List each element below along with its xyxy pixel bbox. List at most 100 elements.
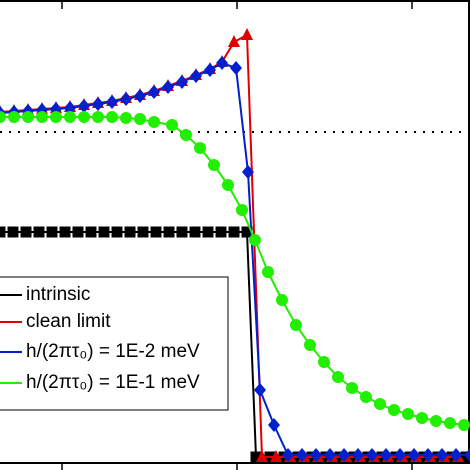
marker bbox=[106, 95, 118, 109]
marker bbox=[92, 97, 104, 111]
marker bbox=[85, 226, 97, 238]
marker bbox=[262, 266, 274, 278]
marker bbox=[464, 448, 470, 462]
marker bbox=[332, 371, 344, 383]
marker bbox=[338, 448, 350, 462]
marker bbox=[360, 391, 372, 403]
marker bbox=[208, 159, 220, 171]
marker bbox=[163, 226, 175, 238]
legend-label: intrinsic bbox=[26, 284, 90, 305]
marker bbox=[106, 111, 118, 123]
marker bbox=[422, 448, 434, 462]
marker bbox=[290, 319, 302, 331]
marker bbox=[242, 165, 254, 179]
marker bbox=[296, 448, 308, 462]
series bbox=[0, 56, 470, 462]
legend-label: clean limit bbox=[26, 311, 111, 332]
marker bbox=[148, 85, 160, 99]
marker bbox=[189, 226, 201, 238]
marker bbox=[236, 204, 248, 216]
legend-label: h/(2πτ₀) = 1E-1 meV bbox=[26, 372, 200, 393]
marker bbox=[64, 101, 76, 115]
marker bbox=[194, 142, 206, 154]
marker bbox=[250, 451, 262, 463]
marker bbox=[33, 226, 45, 238]
marker bbox=[134, 113, 146, 125]
marker bbox=[8, 111, 20, 123]
marker bbox=[50, 111, 62, 123]
marker bbox=[120, 92, 132, 106]
marker bbox=[268, 418, 280, 432]
marker bbox=[202, 226, 214, 238]
marker bbox=[304, 339, 316, 351]
series-line bbox=[0, 116, 465, 426]
marker bbox=[64, 111, 76, 123]
marker bbox=[310, 448, 322, 462]
marker bbox=[270, 450, 282, 462]
plot-area bbox=[0, 28, 470, 463]
marker bbox=[124, 226, 136, 238]
marker bbox=[256, 450, 268, 462]
marker bbox=[150, 226, 162, 238]
marker bbox=[111, 226, 123, 238]
marker bbox=[176, 75, 188, 89]
legend: intrinsic clean limit h/(2πτ₀) = 1E-2 meV h… bbox=[0, 276, 229, 411]
marker bbox=[162, 80, 174, 94]
marker bbox=[36, 111, 48, 123]
marker bbox=[46, 226, 58, 238]
marker bbox=[216, 56, 228, 70]
marker bbox=[228, 35, 240, 47]
marker bbox=[324, 448, 336, 462]
marker bbox=[134, 89, 146, 103]
marker bbox=[78, 111, 90, 123]
marker bbox=[402, 408, 414, 420]
marker bbox=[230, 61, 242, 75]
marker bbox=[176, 226, 188, 238]
marker bbox=[180, 129, 192, 141]
marker bbox=[137, 226, 149, 238]
marker bbox=[374, 398, 386, 410]
marker bbox=[249, 234, 261, 246]
marker bbox=[72, 226, 84, 238]
marker bbox=[318, 356, 330, 368]
marker bbox=[190, 69, 202, 83]
marker bbox=[59, 226, 71, 238]
marker bbox=[166, 119, 178, 131]
marker bbox=[20, 226, 32, 238]
marker bbox=[450, 448, 462, 462]
marker bbox=[222, 179, 234, 191]
marker bbox=[254, 383, 266, 397]
tick-marks bbox=[61, 1, 413, 470]
marker bbox=[241, 28, 253, 40]
legend-label: h/(2πτ₀) = 1E-2 meV bbox=[26, 341, 200, 362]
marker bbox=[366, 448, 378, 462]
marker bbox=[394, 448, 406, 462]
marker bbox=[460, 451, 470, 463]
marker bbox=[78, 99, 90, 113]
marker bbox=[22, 111, 34, 123]
marker bbox=[346, 382, 358, 394]
marker bbox=[408, 448, 420, 462]
marker bbox=[0, 111, 6, 123]
marker bbox=[0, 226, 6, 238]
marker bbox=[228, 226, 240, 238]
marker bbox=[416, 412, 428, 424]
marker bbox=[388, 404, 400, 416]
marker bbox=[7, 226, 19, 238]
series bbox=[0, 111, 470, 431]
marker bbox=[215, 226, 227, 238]
marker bbox=[458, 419, 470, 431]
marker bbox=[444, 417, 456, 429]
marker bbox=[148, 116, 160, 128]
marker bbox=[92, 111, 104, 123]
marker bbox=[241, 226, 253, 238]
legend-box bbox=[0, 276, 229, 411]
marker bbox=[276, 294, 288, 306]
marker bbox=[380, 448, 392, 462]
marker bbox=[204, 63, 216, 77]
marker bbox=[120, 112, 132, 124]
marker bbox=[430, 415, 442, 427]
marker bbox=[282, 448, 294, 462]
